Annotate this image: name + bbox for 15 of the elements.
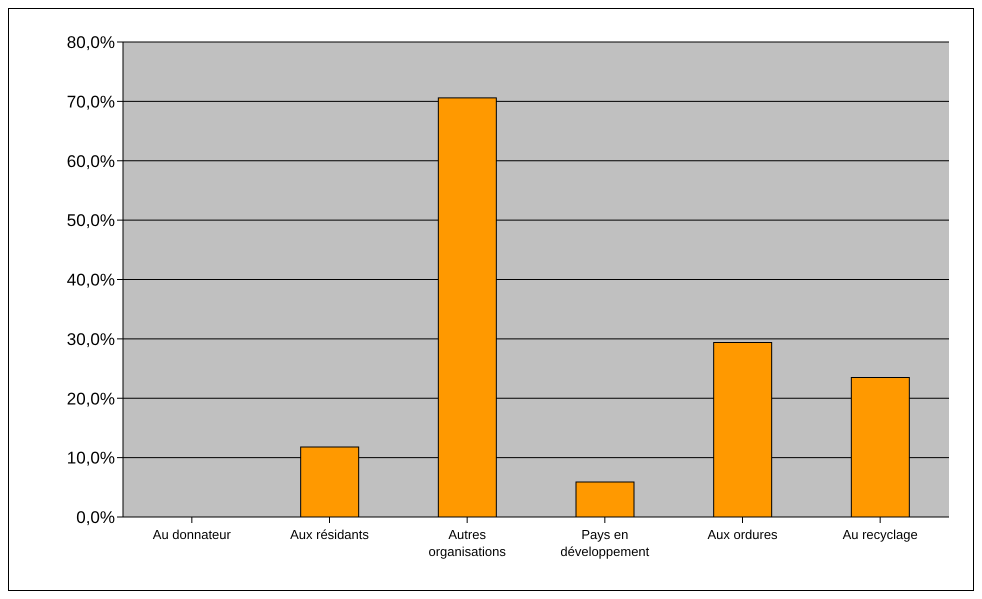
- y-tick-label: 30,0%: [66, 330, 115, 349]
- x-tick-label: Pays en développement: [560, 527, 650, 559]
- x-tick-label: Au donnateur: [152, 527, 232, 542]
- y-tick-label: 10,0%: [66, 448, 115, 468]
- y-tick-label: 50,0%: [66, 211, 115, 230]
- x-tick-label: Aux résidants: [290, 527, 370, 542]
- x-tick-label: Aux ordures: [707, 527, 778, 542]
- y-tick-label: 80,0%: [66, 33, 115, 52]
- y-tick-label: 0,0%: [76, 508, 115, 528]
- y-tick-label: 60,0%: [66, 152, 115, 171]
- x-tick-label: Au recyclage: [842, 527, 918, 542]
- x-tick-label: Autres organisations: [428, 527, 506, 559]
- y-tick-label: 40,0%: [66, 270, 115, 290]
- y-tick-label: 70,0%: [66, 92, 115, 112]
- y-tick-label: 20,0%: [66, 389, 115, 408]
